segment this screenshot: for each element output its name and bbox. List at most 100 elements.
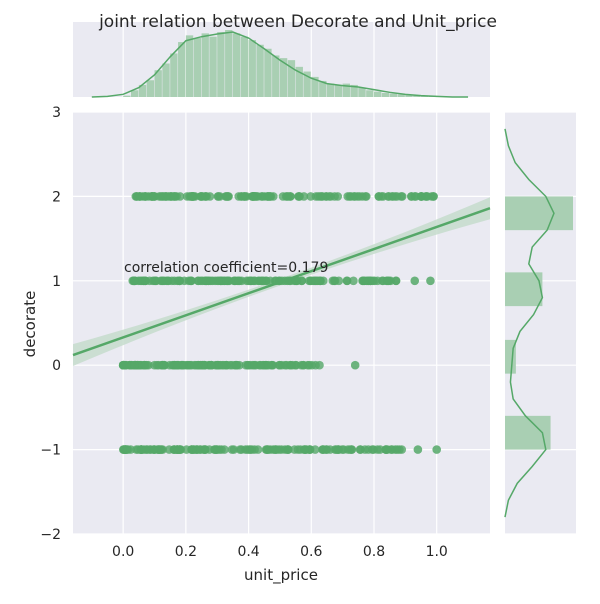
scatter-point bbox=[330, 192, 339, 201]
scatter-point bbox=[141, 276, 150, 286]
x-histogram-bar bbox=[193, 38, 202, 97]
scatter-point bbox=[193, 360, 203, 370]
scatter-point bbox=[218, 360, 227, 370]
x-tick-label: 0.6 bbox=[300, 544, 322, 560]
scatter-point bbox=[244, 445, 254, 454]
y-histogram-bar bbox=[505, 272, 543, 307]
scatter-point bbox=[250, 360, 259, 370]
scatter-point bbox=[132, 192, 142, 201]
scatter-point bbox=[387, 192, 397, 201]
scatter-point bbox=[429, 192, 438, 201]
scatter-point bbox=[157, 276, 167, 286]
scatter-point bbox=[378, 192, 388, 201]
scatter-point bbox=[350, 360, 360, 370]
scatter-point bbox=[234, 276, 244, 286]
scatter-point bbox=[182, 445, 191, 454]
y-axis-label: decorate bbox=[21, 291, 39, 358]
x-histogram-bar bbox=[162, 63, 170, 97]
scatter-point bbox=[343, 192, 352, 201]
scatter-point bbox=[410, 192, 420, 201]
scatter-points bbox=[118, 192, 441, 454]
x-histogram-bar bbox=[279, 58, 288, 97]
scatter-point bbox=[361, 192, 370, 201]
x-histogram-bar bbox=[303, 71, 311, 97]
scatter-point bbox=[187, 360, 196, 370]
y-tick-label: 3 bbox=[52, 105, 61, 121]
scatter-point bbox=[264, 360, 273, 370]
scatter-point bbox=[179, 360, 188, 370]
scatter-point bbox=[294, 192, 304, 201]
scatter-point bbox=[283, 445, 293, 454]
scatter-point bbox=[342, 276, 352, 286]
scatter-point bbox=[214, 276, 223, 286]
scatter-point bbox=[253, 445, 263, 454]
x-kde-curve bbox=[91, 31, 469, 98]
x-histogram-bar bbox=[311, 76, 319, 97]
scatter-point bbox=[223, 192, 232, 201]
scatter-point bbox=[187, 192, 196, 201]
x-histogram-bar bbox=[146, 80, 155, 97]
scatter-point bbox=[395, 445, 404, 454]
x-histogram-bar bbox=[248, 40, 256, 97]
scatter-point bbox=[213, 192, 223, 201]
scatter-point bbox=[170, 276, 179, 286]
scatter-point bbox=[410, 276, 420, 286]
x-tick-label: 0.8 bbox=[363, 544, 385, 560]
scatter-point bbox=[300, 445, 309, 454]
x-histogram-bar bbox=[319, 80, 327, 97]
x-histogram-bar bbox=[373, 91, 382, 97]
scatter-point bbox=[369, 445, 378, 454]
scatter-point bbox=[129, 276, 139, 286]
x-histogram-bar bbox=[209, 36, 217, 97]
x-histogram-bar bbox=[217, 32, 225, 98]
main-panel-background bbox=[73, 112, 490, 534]
x-histogram-bar bbox=[170, 53, 178, 97]
scatter-point bbox=[118, 360, 128, 370]
scatter-point bbox=[291, 276, 301, 286]
scatter-point bbox=[222, 276, 232, 286]
y-histogram-bar bbox=[505, 196, 573, 231]
x-histogram-bar bbox=[123, 95, 131, 97]
scatter-point bbox=[172, 360, 181, 370]
scatter-point bbox=[161, 192, 171, 201]
x-histogram-bar bbox=[185, 35, 194, 97]
y-tick-labels: −2 −1 0 1 2 3 bbox=[40, 105, 61, 543]
y-marginal-panel bbox=[504, 111, 576, 535]
scatter-point bbox=[426, 276, 435, 286]
scatter-point bbox=[201, 276, 211, 286]
x-histogram-bar bbox=[131, 90, 139, 97]
scatter-point bbox=[432, 445, 441, 454]
y-tick-label: 0 bbox=[52, 358, 61, 374]
scatter-point bbox=[274, 445, 284, 454]
x-tick-label: 1.0 bbox=[426, 544, 448, 560]
main-scatter-panel bbox=[72, 111, 491, 535]
x-histogram-bar bbox=[381, 92, 390, 97]
scatter-point bbox=[278, 192, 288, 201]
x-tick-labels: 0.0 0.2 0.4 0.6 0.8 1.0 bbox=[112, 544, 448, 560]
scatter-point bbox=[413, 445, 423, 454]
scatter-point bbox=[165, 360, 174, 370]
scatter-point bbox=[347, 445, 356, 454]
regression-line bbox=[72, 207, 491, 357]
chart-title: joint relation between Decorate and Unit… bbox=[98, 12, 497, 32]
x-histogram-bar bbox=[389, 93, 398, 97]
x-histogram-bar bbox=[178, 42, 186, 97]
x-histogram-bar bbox=[350, 84, 358, 97]
x-histogram-bar bbox=[397, 94, 405, 97]
scatter-point bbox=[169, 192, 178, 201]
x-histogram-bar bbox=[334, 84, 343, 97]
x-tick-label: 0.4 bbox=[237, 544, 259, 560]
scatter-point bbox=[360, 276, 369, 286]
x-histogram-bar bbox=[287, 60, 296, 97]
scatter-point bbox=[303, 360, 313, 370]
scatter-point bbox=[306, 276, 316, 286]
scatter-point bbox=[231, 360, 241, 370]
y-histogram-bar bbox=[505, 415, 551, 450]
scatter-point bbox=[150, 360, 159, 370]
scatter-point bbox=[315, 360, 324, 370]
scatter-point bbox=[262, 445, 272, 454]
x-tick-label: 0.0 bbox=[112, 544, 134, 560]
scatter-point bbox=[349, 192, 359, 201]
scatter-point bbox=[337, 445, 347, 454]
